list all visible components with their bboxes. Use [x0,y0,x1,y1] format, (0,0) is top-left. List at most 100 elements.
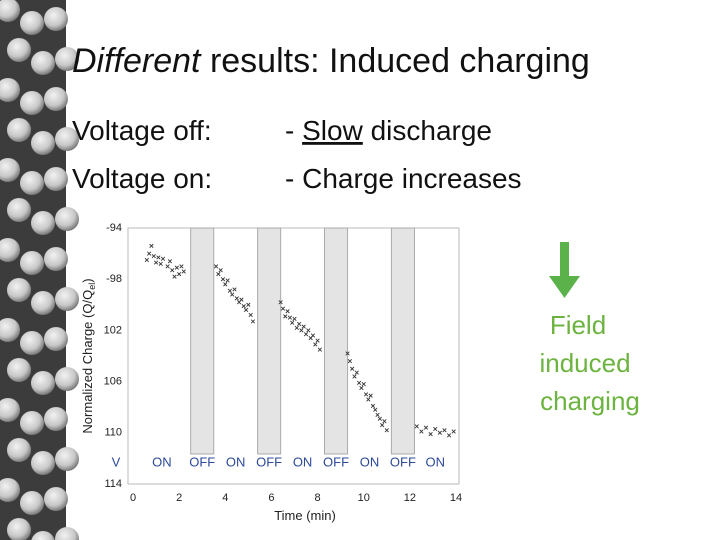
point [301,324,306,329]
row-label: Voltage off: [72,115,212,146]
point [250,319,256,324]
y-tick-label: 114 [104,478,122,490]
point [433,426,438,432]
voltage-label: ON [360,454,380,469]
voltage-band [190,227,215,455]
point [278,300,283,305]
point [147,251,152,256]
y-tick-label: -94 [106,222,122,234]
point [239,297,244,302]
point [317,347,322,352]
voltage-band [257,227,282,455]
sphere [55,47,79,71]
point [366,397,371,402]
sphere [55,127,79,151]
point [177,271,182,277]
sphere [0,318,20,342]
point [345,351,350,356]
point [310,333,316,338]
sphere [44,167,68,191]
sphere [7,438,31,462]
sphere [44,487,68,511]
point [446,433,452,438]
point [213,264,219,269]
point [299,328,304,333]
point [356,380,362,385]
point [384,428,389,433]
point [368,393,373,398]
point [216,271,221,277]
point [370,403,376,409]
point [428,431,433,437]
point [225,278,230,283]
voltage-label: ON [226,454,246,469]
y-tick-label: 102 [104,324,122,336]
point [306,328,311,333]
point [179,264,184,269]
point [167,259,173,264]
point [290,320,295,325]
point [352,374,357,379]
sphere [31,531,55,540]
point [315,338,320,343]
x-tick-label: 2 [176,492,182,504]
sphere [55,447,79,471]
point [234,296,239,301]
point [354,370,359,375]
point [223,282,228,287]
point [158,261,163,266]
point [313,342,318,347]
point [248,312,253,318]
point [283,314,288,319]
point [232,287,237,292]
voltage-label: ON [293,454,313,469]
row-label: Voltage on: [72,163,212,194]
point [296,321,302,327]
point [285,309,290,314]
plot-area [127,227,460,485]
sphere [55,527,79,540]
y-tick-label: -98 [106,273,122,285]
sphere [31,291,55,315]
sphere [20,91,44,115]
point [149,243,154,249]
sphere [0,158,20,182]
sphere [7,358,31,382]
sphere [44,87,68,111]
point [442,428,447,433]
annotation: Field induced charging [539,310,639,416]
voltage-label: OFF [189,454,215,469]
sphere [20,491,44,515]
point [153,260,159,265]
arrow-head [549,276,580,298]
voltage-label: OFF [390,454,416,469]
row-text: - Slow discharge [285,115,492,146]
point [375,412,380,417]
sphere [31,371,55,395]
x-axis-label: Time (min) [274,508,336,523]
sphere [0,478,20,502]
point [151,254,156,259]
sphere [20,11,44,35]
x-tick-label: 12 [404,492,416,504]
sphere [20,251,44,275]
voltage-band [390,227,415,455]
point [144,257,149,263]
x-tick-label: 14 [450,492,462,504]
point [303,332,309,337]
point [241,303,246,309]
sphere [31,51,55,75]
sphere [7,118,31,142]
y-axis-label: Normalized Charge (Q/Qel) [80,278,97,433]
point [230,292,235,297]
x-tick-label: 4 [222,492,228,504]
point [359,385,364,391]
point [414,424,419,429]
voltage-title: V [112,454,121,469]
voltage-band [323,227,349,455]
voltage-label: OFF [256,454,282,469]
sphere [44,327,68,351]
y-tick-label: 110 [104,427,122,439]
point [160,256,166,261]
